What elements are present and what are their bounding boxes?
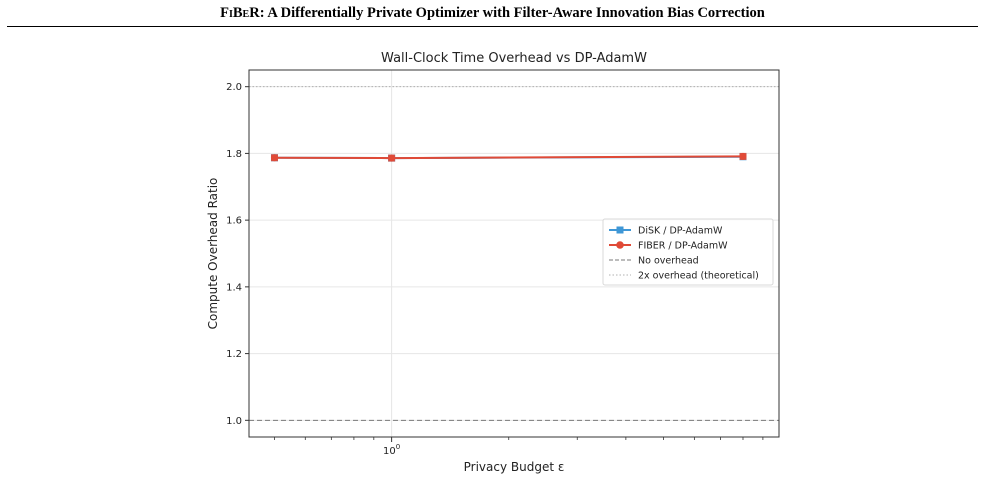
legend-marker-circle bbox=[616, 241, 624, 249]
legend: DiSK / DP-AdamW FIBER / DP-AdamW No overhe… bbox=[602, 218, 774, 286]
y-axis-label: Compute Overhead Ratio bbox=[206, 178, 220, 330]
y-tick-label: 2.0 bbox=[226, 82, 242, 93]
data-point-overlay bbox=[388, 154, 396, 162]
x-tick-label: 100 bbox=[383, 443, 400, 457]
legend-label: FIBER / DP-AdamW bbox=[638, 241, 728, 252]
paper-header-name: FiBeR bbox=[220, 5, 260, 21]
y-tick-label: 1.4 bbox=[226, 282, 242, 293]
paper-header: FiBeR: A Differentially Private Optimize… bbox=[0, 0, 985, 26]
legend-label: 2x overhead (theoretical) bbox=[638, 271, 759, 282]
legend-label: DiSK / DP-AdamW bbox=[638, 226, 723, 237]
reference-lines bbox=[249, 86, 779, 421]
y-tick-label: 1.6 bbox=[226, 216, 242, 227]
y-tick-label: 1.2 bbox=[226, 349, 242, 360]
y-tick-label: 1.0 bbox=[226, 416, 242, 427]
x-ticks: 100 bbox=[274, 437, 764, 457]
legend-label: No overhead bbox=[638, 256, 699, 267]
x-axis-label: Privacy Budget ε bbox=[464, 460, 565, 474]
series-group bbox=[270, 152, 747, 162]
header-rule bbox=[7, 26, 978, 27]
legend-box bbox=[602, 218, 774, 286]
y-ticks: 1.0 1.2 1.4 1.6 1.8 2.0 bbox=[226, 82, 249, 427]
chart-title: Wall-Clock Time Overhead vs DP-AdamW bbox=[381, 51, 647, 66]
plot-frame bbox=[248, 69, 780, 438]
legend-marker-square bbox=[616, 226, 624, 234]
paper-header-title: : A Differentially Private Optimizer wit… bbox=[259, 5, 765, 21]
y-tick-label: 1.8 bbox=[226, 149, 242, 160]
data-point-overlay bbox=[739, 152, 747, 160]
data-point-overlay bbox=[270, 154, 278, 162]
